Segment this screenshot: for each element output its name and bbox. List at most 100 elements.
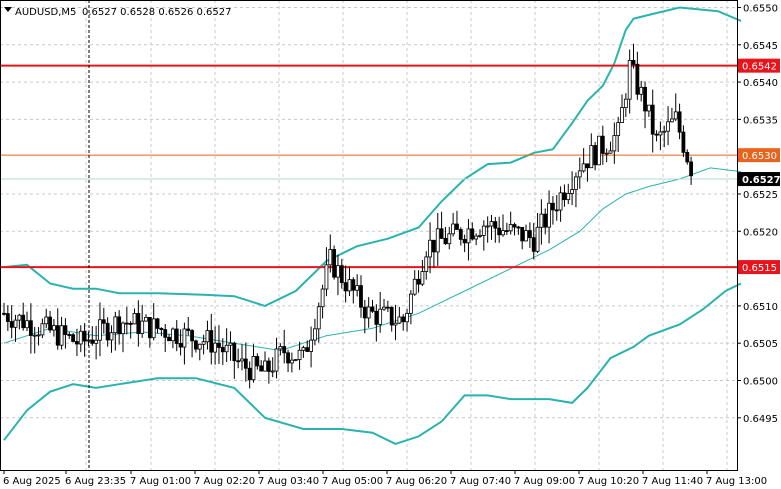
candle [635, 51, 640, 100]
candle [59, 316, 64, 350]
chart-header: AUDUSD,M5 0.6527 0.6528 0.6526 0.6527 [4, 7, 232, 18]
candle [82, 323, 87, 357]
candle [485, 216, 490, 243]
candle [382, 298, 386, 311]
candle [466, 219, 471, 261]
candle [666, 106, 670, 146]
candle [182, 322, 187, 365]
horizontal-levels[interactable] [0, 64, 737, 269]
candle [558, 186, 563, 222]
candle [658, 121, 663, 151]
candle [78, 325, 83, 353]
candle [155, 317, 160, 334]
grid-lines [0, 0, 737, 470]
candle [604, 148, 609, 163]
candle [351, 277, 356, 304]
candle [566, 183, 571, 205]
candle [86, 331, 91, 346]
candle [205, 320, 210, 350]
candle [539, 199, 544, 245]
candle [36, 327, 41, 346]
candle [420, 260, 425, 286]
candle [124, 306, 129, 335]
x-tick-label: 7 Aug 11:40 [642, 476, 703, 487]
candle [412, 270, 417, 296]
candle [362, 299, 367, 334]
y-tick-label: 0.6520 [743, 227, 778, 238]
candle [309, 326, 313, 368]
candle [144, 314, 148, 322]
candle [313, 318, 317, 346]
candle [324, 247, 329, 297]
candle [90, 326, 95, 346]
candle [562, 184, 567, 207]
x-tick-label: 7 Aug 05:00 [322, 476, 383, 487]
candle [574, 172, 578, 208]
candle [228, 331, 233, 361]
candle [274, 337, 279, 379]
candle [17, 313, 22, 330]
candle [194, 339, 198, 353]
candle [662, 125, 667, 148]
candle [681, 125, 686, 158]
candle [551, 196, 555, 225]
candle [9, 305, 14, 339]
y-tick-label: 0.6525 [743, 190, 778, 201]
dropdown-triangle-icon[interactable] [4, 7, 12, 12]
candle [462, 234, 467, 253]
candle [240, 344, 244, 371]
y-tick-label: 0.6510 [743, 302, 778, 313]
candle [359, 275, 363, 318]
candle [94, 325, 99, 360]
candle [631, 43, 636, 69]
candle [109, 325, 114, 353]
candle [478, 229, 482, 238]
candle [432, 239, 436, 268]
candle [547, 190, 551, 244]
candle [293, 359, 298, 362]
x-tick-label: 6 Aug 23:35 [65, 476, 126, 487]
level-label-bg [738, 148, 780, 163]
candle [489, 214, 494, 240]
candle [197, 343, 202, 361]
candle [347, 266, 352, 297]
level-label-bg [738, 58, 780, 73]
candle [13, 314, 18, 342]
candle [316, 302, 321, 343]
candle [132, 308, 137, 325]
candle [424, 251, 429, 280]
candle [393, 304, 398, 341]
candle [286, 349, 290, 373]
candle [455, 210, 459, 230]
candle [685, 149, 690, 165]
candle [101, 307, 106, 334]
level-label: 0.6542 [742, 62, 777, 73]
candle [673, 93, 678, 122]
candle [531, 222, 536, 260]
candle [623, 93, 628, 117]
price-axis[interactable]: 0.65500.65450.65400.65350.65250.65200.65… [737, 3, 778, 425]
candle [497, 216, 502, 243]
level-label: 0.6515 [742, 263, 777, 274]
candle [470, 222, 475, 241]
candle [339, 259, 344, 289]
candle [581, 148, 586, 173]
candle [247, 361, 252, 389]
candle [378, 291, 383, 333]
time-axis[interactable]: 6 Aug 2025 6 Aug 23:35 7 Aug 01:00 7 Aug 02… [3, 470, 767, 487]
y-tick-label: 0.6495 [743, 414, 778, 425]
candle [366, 297, 371, 328]
candle [516, 225, 521, 235]
x-tick-label: 7 Aug 09:00 [514, 476, 575, 487]
candle [508, 211, 513, 235]
candle [320, 284, 325, 319]
y-tick-label: 0.6500 [743, 376, 778, 387]
candle [447, 226, 452, 250]
candle [374, 304, 379, 342]
candle [236, 348, 241, 369]
candle [44, 308, 49, 329]
candle [504, 222, 509, 235]
candle [474, 233, 479, 246]
x-tick-label: 6 Aug 2025 [3, 476, 61, 487]
